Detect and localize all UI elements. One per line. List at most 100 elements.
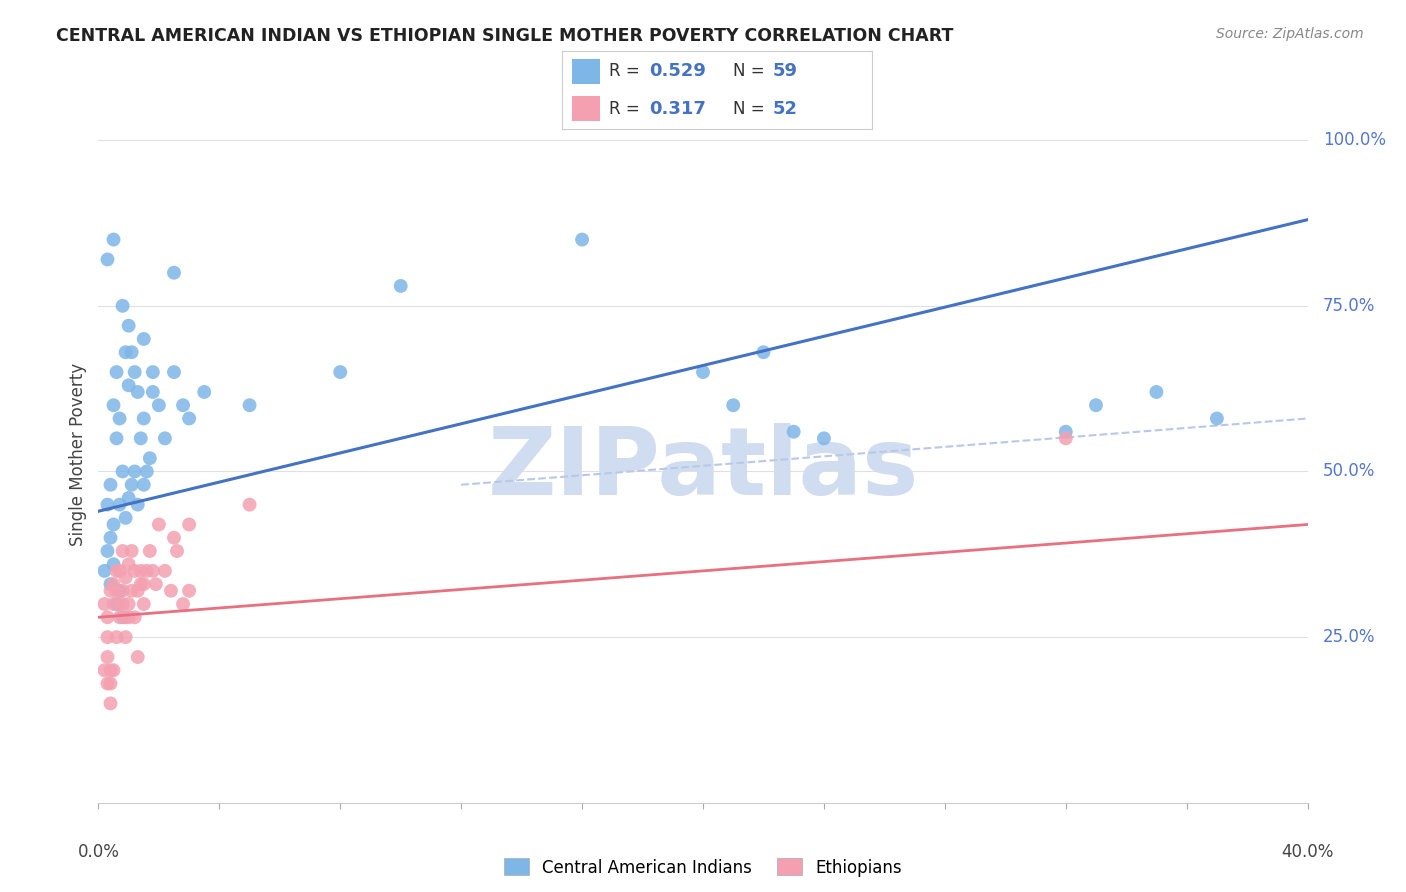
Point [118, 597, 141, 611]
Point [108, 610, 131, 624]
Point [103, 663, 125, 677]
Y-axis label: Single Mother Poverty: Single Mother Poverty [69, 363, 87, 547]
Text: 40.0%: 40.0% [1281, 843, 1334, 861]
Point [108, 564, 131, 578]
Point [111, 544, 134, 558]
Point [108, 411, 131, 425]
Point [96, 544, 118, 558]
Point [1144, 384, 1167, 399]
Point [96, 252, 118, 267]
Point [124, 610, 146, 624]
Point [118, 558, 141, 572]
Point [114, 570, 136, 584]
Point [96, 498, 118, 512]
Text: 0.529: 0.529 [650, 62, 706, 80]
Point [752, 345, 775, 359]
Point [239, 398, 262, 412]
Point [100, 477, 122, 491]
Point [163, 266, 186, 280]
Text: 59: 59 [773, 62, 797, 80]
Point [163, 365, 186, 379]
Point [124, 564, 146, 578]
Point [142, 365, 165, 379]
Point [93, 597, 115, 611]
Point [124, 365, 146, 379]
Point [129, 564, 152, 578]
Text: Source: ZipAtlas.com: Source: ZipAtlas.com [1216, 27, 1364, 41]
Point [100, 663, 122, 677]
Point [139, 451, 162, 466]
Point [111, 597, 134, 611]
Point [103, 233, 125, 247]
Point [114, 630, 136, 644]
Point [692, 365, 714, 379]
Point [121, 544, 143, 558]
Point [153, 564, 176, 578]
Point [103, 558, 125, 572]
Point [135, 564, 157, 578]
Point [114, 345, 136, 359]
Point [127, 498, 149, 512]
Text: ZIPatlas: ZIPatlas [488, 423, 918, 515]
Point [160, 583, 183, 598]
Point [148, 398, 170, 412]
Text: N =: N = [733, 100, 769, 118]
Bar [572, 96, 599, 121]
Point [118, 318, 141, 333]
Point [782, 425, 804, 439]
Point [96, 676, 118, 690]
Point [132, 411, 155, 425]
Point [114, 610, 136, 624]
Text: 25.0%: 25.0% [1323, 628, 1375, 646]
Point [127, 583, 149, 598]
Point [127, 650, 149, 665]
Point [100, 697, 122, 711]
Point [179, 411, 201, 425]
Point [132, 477, 155, 491]
Point [121, 477, 143, 491]
Point [124, 465, 146, 479]
Point [111, 465, 134, 479]
Point [153, 431, 176, 445]
Legend: Central American Indians, Ethiopians: Central American Indians, Ethiopians [495, 850, 911, 885]
Point [93, 663, 115, 677]
Point [172, 597, 194, 611]
Text: R =: R = [609, 100, 645, 118]
Point [108, 498, 131, 512]
Text: 50.0%: 50.0% [1323, 462, 1375, 481]
Point [127, 384, 149, 399]
Point [96, 630, 118, 644]
Point [1054, 425, 1077, 439]
Point [179, 517, 201, 532]
Point [108, 583, 131, 598]
Text: 52: 52 [773, 100, 797, 118]
Point [100, 531, 122, 545]
Point [103, 517, 125, 532]
Point [105, 431, 128, 445]
Point [100, 583, 122, 598]
Point [172, 398, 194, 412]
Point [166, 544, 188, 558]
Point [105, 630, 128, 644]
Point [389, 279, 412, 293]
Point [96, 650, 118, 665]
Point [105, 597, 128, 611]
Point [105, 583, 128, 598]
Point [118, 378, 141, 392]
Text: 75.0%: 75.0% [1323, 297, 1375, 315]
Point [105, 365, 128, 379]
Text: N =: N = [733, 62, 769, 80]
Point [1085, 398, 1108, 412]
Point [108, 597, 131, 611]
Point [179, 583, 201, 598]
Text: 0.317: 0.317 [650, 100, 706, 118]
Bar [572, 59, 599, 84]
Point [1054, 431, 1077, 445]
Point [100, 676, 122, 690]
Point [571, 233, 593, 247]
Point [111, 583, 134, 598]
Point [111, 299, 134, 313]
Point [142, 564, 165, 578]
Point [121, 345, 143, 359]
Text: CENTRAL AMERICAN INDIAN VS ETHIOPIAN SINGLE MOTHER POVERTY CORRELATION CHART: CENTRAL AMERICAN INDIAN VS ETHIOPIAN SIN… [56, 27, 953, 45]
